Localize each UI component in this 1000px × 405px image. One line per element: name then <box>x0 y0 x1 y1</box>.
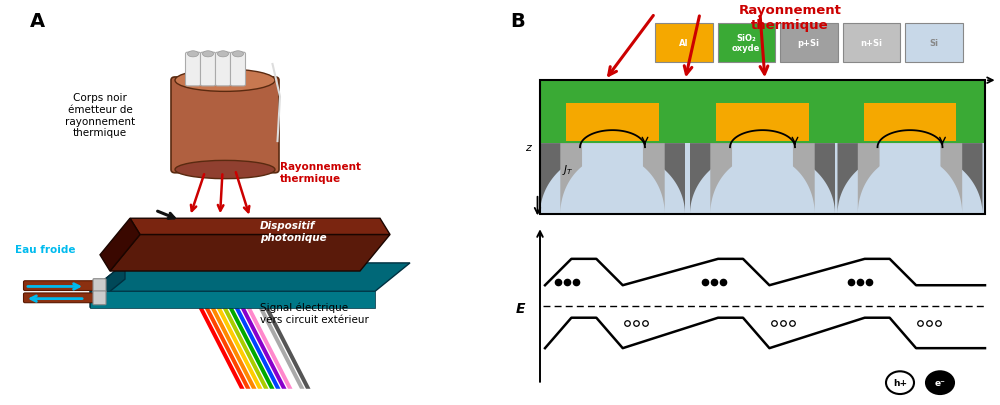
FancyBboxPatch shape <box>655 24 712 63</box>
FancyBboxPatch shape <box>216 53 230 87</box>
FancyBboxPatch shape <box>24 281 102 291</box>
Polygon shape <box>190 292 244 389</box>
Text: p+Si: p+Si <box>798 39 820 48</box>
Polygon shape <box>196 292 250 389</box>
Ellipse shape <box>175 161 275 179</box>
Polygon shape <box>858 144 962 215</box>
FancyBboxPatch shape <box>905 24 962 63</box>
FancyBboxPatch shape <box>93 279 106 293</box>
Ellipse shape <box>188 51 198 58</box>
Text: Si: Si <box>929 39 938 48</box>
FancyBboxPatch shape <box>718 24 775 63</box>
Text: $J_T$: $J_T$ <box>562 163 573 177</box>
Text: Al: Al <box>679 39 688 48</box>
Text: Signal électrique
vers circuit extérieur: Signal électrique vers circuit extérieur <box>260 302 369 324</box>
FancyBboxPatch shape <box>566 103 659 142</box>
Polygon shape <box>838 144 982 215</box>
Polygon shape <box>90 263 125 308</box>
Text: Dispositif
photonique: Dispositif photonique <box>260 221 327 242</box>
Polygon shape <box>582 144 643 215</box>
Text: z: z <box>525 143 530 153</box>
Polygon shape <box>130 219 390 235</box>
Polygon shape <box>214 292 268 389</box>
Polygon shape <box>90 292 375 308</box>
Text: Rayonnement
thermique: Rayonnement thermique <box>739 4 841 32</box>
Polygon shape <box>232 292 287 389</box>
FancyBboxPatch shape <box>716 103 809 142</box>
Polygon shape <box>690 144 835 215</box>
FancyBboxPatch shape <box>540 81 985 144</box>
Ellipse shape <box>175 70 275 92</box>
FancyBboxPatch shape <box>93 291 106 305</box>
Polygon shape <box>710 144 815 215</box>
Text: n+Si: n+Si <box>860 39 882 48</box>
FancyBboxPatch shape <box>200 53 216 87</box>
Polygon shape <box>100 219 140 271</box>
FancyBboxPatch shape <box>540 81 985 215</box>
Polygon shape <box>732 144 793 215</box>
Polygon shape <box>880 144 940 215</box>
Text: B: B <box>510 12 525 31</box>
Polygon shape <box>90 263 410 292</box>
Circle shape <box>926 371 954 394</box>
Polygon shape <box>202 292 256 389</box>
Ellipse shape <box>202 51 214 58</box>
Ellipse shape <box>232 51 244 58</box>
Text: Corps noir
émetteur de
rayonnement
thermique: Corps noir émetteur de rayonnement therm… <box>65 93 135 138</box>
Polygon shape <box>244 292 298 389</box>
FancyBboxPatch shape <box>171 78 279 173</box>
Polygon shape <box>226 292 280 389</box>
Text: SiO₂
oxyde: SiO₂ oxyde <box>732 34 760 53</box>
FancyBboxPatch shape <box>864 103 956 142</box>
Polygon shape <box>238 292 292 389</box>
Polygon shape <box>220 292 274 389</box>
Text: e⁻: e⁻ <box>935 378 945 387</box>
Circle shape <box>886 371 914 394</box>
Polygon shape <box>540 144 685 215</box>
Ellipse shape <box>218 51 228 58</box>
Polygon shape <box>208 292 262 389</box>
Polygon shape <box>256 292 310 389</box>
FancyBboxPatch shape <box>230 53 246 87</box>
Polygon shape <box>560 144 665 215</box>
Text: A: A <box>30 12 45 31</box>
Text: h+: h+ <box>893 378 907 387</box>
FancyBboxPatch shape <box>24 293 102 303</box>
FancyBboxPatch shape <box>842 24 900 63</box>
Text: Rayonnement
thermique: Rayonnement thermique <box>280 162 361 183</box>
Text: E: E <box>515 301 525 315</box>
FancyBboxPatch shape <box>186 53 200 87</box>
FancyBboxPatch shape <box>780 24 838 63</box>
Polygon shape <box>110 235 390 271</box>
Text: Eau froide: Eau froide <box>15 244 76 254</box>
Polygon shape <box>250 292 304 389</box>
